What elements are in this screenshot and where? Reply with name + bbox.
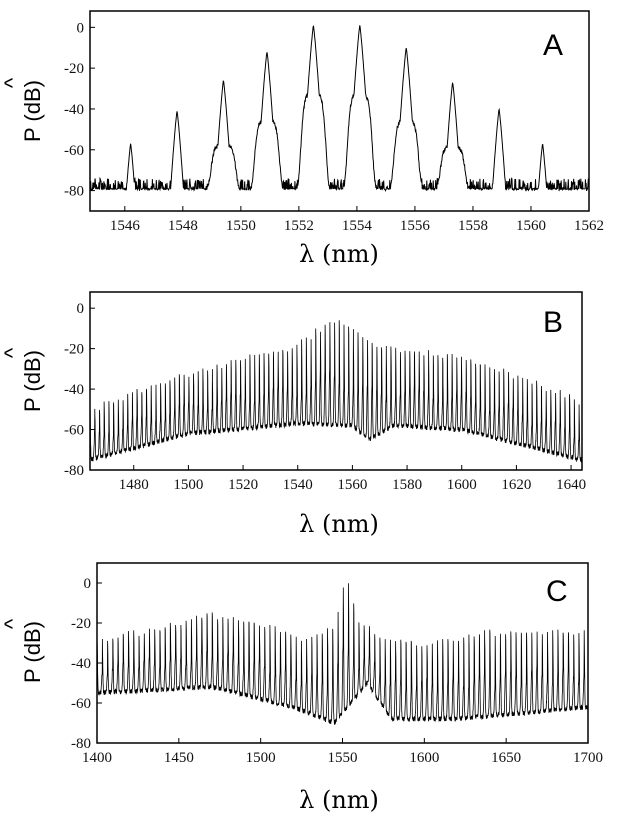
x-tick-label: 1550 xyxy=(226,218,256,234)
plot-frame-a xyxy=(89,10,590,212)
x-tick-label: 1560 xyxy=(516,218,546,234)
x-tick-label: 1552 xyxy=(284,218,314,234)
panel-a: 1546 1548 1550 1552 1554 1556 1558 1560 1562 0 -20… xyxy=(0,10,604,268)
ticks-b: 1480 1500 1520 1540 1560 1580 1600 1620 1640 0 -20… xyxy=(64,301,586,493)
y-tick-label: -20 xyxy=(71,616,91,632)
panel-c: 1400 1450 1500 1550 1600 1650 1700 0 -20 -40 -60 -8… xyxy=(0,562,603,814)
y-tick-label: 0 xyxy=(77,20,85,36)
y-tick-label: -80 xyxy=(64,184,84,200)
y-tick-label: -20 xyxy=(64,61,84,77)
x-tick-label: 1600 xyxy=(409,750,439,766)
x-tick-label: 1500 xyxy=(246,750,276,766)
x-axis-label-c: λ (nm) xyxy=(299,786,379,814)
x-tick-label: 1560 xyxy=(337,477,367,493)
ticks-c: 1400 1450 1500 1550 1600 1650 1700 0 -20 -40 -60 -8… xyxy=(71,576,603,766)
x-tick-label: 1640 xyxy=(556,477,586,493)
y-axis-label-b: P (dB) xyxy=(20,350,45,412)
spectrum-line-b xyxy=(89,320,583,463)
x-tick-label: 1500 xyxy=(173,477,203,493)
x-tick-label: 1540 xyxy=(283,477,313,493)
x-axis-label-a: λ (nm) xyxy=(299,240,379,268)
x-tick-label: 1550 xyxy=(328,750,358,766)
x-tick-label: 1558 xyxy=(458,218,488,234)
x-tick-label: 1562 xyxy=(574,218,604,234)
y-axis-hat-b: ^ xyxy=(0,347,25,358)
spectrum-line-a xyxy=(89,25,590,192)
x-tick-label: 1700 xyxy=(573,750,603,766)
y-tick-label: 0 xyxy=(77,301,85,317)
y-tick-label: 0 xyxy=(84,576,92,592)
y-tick-label: -20 xyxy=(64,342,84,358)
x-tick-label: 1450 xyxy=(164,750,194,766)
y-tick-label: -60 xyxy=(64,143,84,159)
y-axis-label-a: P (dB) xyxy=(20,80,45,142)
x-tick-label: 1546 xyxy=(110,218,141,234)
panel-label-a: A xyxy=(543,29,563,62)
x-tick-label: 1600 xyxy=(447,477,477,493)
x-tick-label: 1400 xyxy=(82,750,112,766)
y-axis-label-c: P (dB) xyxy=(20,621,45,683)
x-tick-label: 1520 xyxy=(228,477,258,493)
x-tick-label: 1620 xyxy=(501,477,531,493)
y-tick-label: -60 xyxy=(64,423,84,439)
panel-b: 1480 1500 1520 1540 1560 1580 1600 1620 1640 0 -20… xyxy=(0,291,586,538)
x-axis-label-b: λ (nm) xyxy=(299,510,379,538)
y-axis-hat-c: ^ xyxy=(0,618,25,629)
x-tick-label: 1548 xyxy=(168,218,198,234)
x-tick-label: 1480 xyxy=(119,477,149,493)
plot-frame-b xyxy=(89,291,583,471)
y-tick-label: -40 xyxy=(71,656,91,672)
panel-label-b: B xyxy=(543,306,563,339)
panel-label-c: C xyxy=(546,575,568,608)
x-tick-label: 1556 xyxy=(400,218,431,234)
x-tick-label: 1580 xyxy=(392,477,422,493)
x-tick-label: 1650 xyxy=(491,750,521,766)
x-tick-label: 1554 xyxy=(342,218,373,234)
y-axis-hat-a: ^ xyxy=(0,77,25,88)
y-tick-label: -40 xyxy=(64,102,84,118)
spectrum-line-c xyxy=(96,583,589,725)
y-tick-label: -60 xyxy=(71,696,91,712)
ticks-a: 1546 1548 1550 1552 1554 1556 1558 1560 1562 0 -20… xyxy=(64,20,604,234)
y-tick-label: -40 xyxy=(64,382,84,398)
y-tick-label: -80 xyxy=(64,463,84,479)
y-tick-label: -80 xyxy=(71,736,91,752)
